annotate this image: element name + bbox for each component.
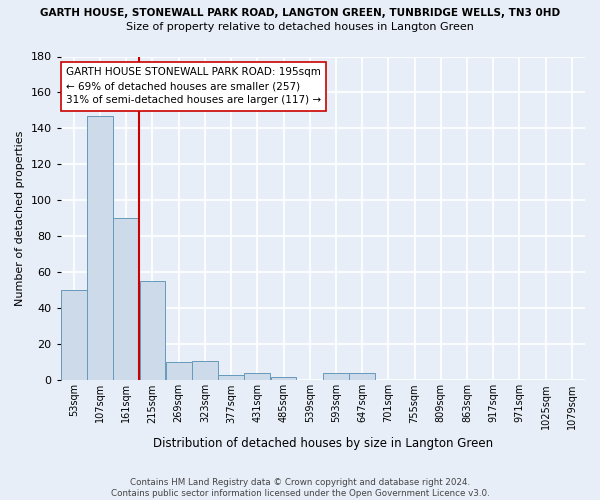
Bar: [87, 116, 113, 380]
Text: GARTH HOUSE STONEWALL PARK ROAD: 195sqm
← 69% of detached houses are smaller (25: GARTH HOUSE STONEWALL PARK ROAD: 195sqm …: [66, 68, 321, 106]
Bar: [192, 360, 218, 380]
Bar: [349, 373, 375, 380]
Bar: [218, 375, 244, 380]
Bar: [61, 290, 86, 380]
Text: GARTH HOUSE, STONEWALL PARK ROAD, LANGTON GREEN, TUNBRIDGE WELLS, TN3 0HD: GARTH HOUSE, STONEWALL PARK ROAD, LANGTO…: [40, 8, 560, 18]
Bar: [271, 377, 296, 380]
X-axis label: Distribution of detached houses by size in Langton Green: Distribution of detached houses by size …: [153, 437, 493, 450]
Y-axis label: Number of detached properties: Number of detached properties: [15, 131, 25, 306]
Bar: [140, 282, 166, 380]
Text: Size of property relative to detached houses in Langton Green: Size of property relative to detached ho…: [126, 22, 474, 32]
Bar: [113, 218, 139, 380]
Bar: [323, 373, 349, 380]
Bar: [166, 362, 191, 380]
Text: Contains HM Land Registry data © Crown copyright and database right 2024.
Contai: Contains HM Land Registry data © Crown c…: [110, 478, 490, 498]
Bar: [244, 373, 270, 380]
